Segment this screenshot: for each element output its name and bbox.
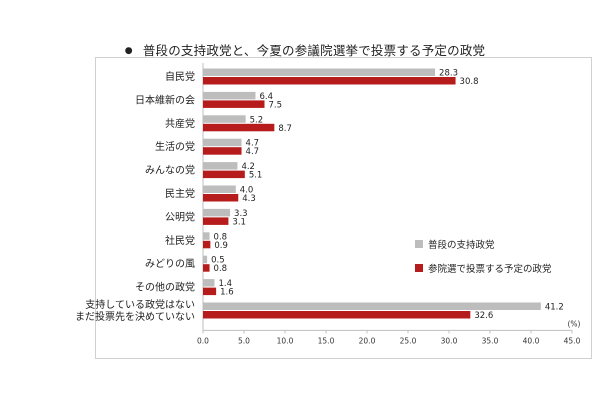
- bar-series2: [203, 311, 471, 319]
- x-unit-label: (%): [568, 319, 581, 328]
- data-label-series1: 4.7: [246, 139, 260, 149]
- category-label: みんなの党: [145, 164, 195, 177]
- data-label-series2: 4.3: [242, 194, 256, 204]
- data-label-series1: 4.0: [240, 186, 254, 196]
- bar-series1: [203, 138, 242, 147]
- category-label: 民主党: [165, 187, 195, 200]
- bar-series1: [203, 302, 541, 310]
- bar-series1: [203, 232, 210, 240]
- data-label-series1: 0.8: [214, 232, 228, 242]
- x-tick-label: 25.0: [400, 336, 417, 345]
- category-label: 公明党: [165, 210, 195, 223]
- plot-frame: [95, 57, 592, 359]
- data-label-series2: 4.7: [246, 147, 260, 157]
- data-label-series2: 0.9: [214, 241, 228, 251]
- data-label-series2: 5.1: [249, 171, 263, 181]
- data-label-series1: 5.2: [250, 115, 264, 125]
- data-label-series2: 3.1: [232, 217, 246, 227]
- legend-swatch-series2: [415, 264, 423, 272]
- x-tick-label: 15.0: [318, 336, 335, 345]
- category-label: その他の政党: [135, 281, 195, 294]
- title-bullet: ●: [124, 46, 133, 56]
- legend-swatch-series1: [415, 240, 423, 248]
- bar-series2: [203, 123, 275, 132]
- category-label: 生活の党: [155, 140, 195, 153]
- bar-series2: [203, 287, 217, 296]
- bar-series2: [203, 217, 229, 225]
- x-tick-label: 40.0: [523, 336, 540, 345]
- bar-series2: [203, 194, 239, 202]
- bar-series2: [203, 100, 265, 108]
- data-label-series2: 7.5: [269, 100, 283, 110]
- bar-series1: [203, 115, 246, 123]
- bar-series1: [203, 208, 231, 217]
- bar-series1: [203, 185, 236, 193]
- data-label-series2: 8.7: [278, 124, 292, 134]
- x-tick-label: 10.0: [277, 336, 294, 345]
- bar-series1: [203, 162, 238, 170]
- x-tick-label: 20.0: [359, 336, 376, 345]
- legend-label-series1: 普段の支持政党: [428, 239, 495, 251]
- bar-series2: [203, 170, 245, 179]
- bar-series2: [203, 264, 210, 272]
- data-label-series1: 28.3: [439, 69, 458, 79]
- legend-label-series2: 参院選で投票する予定の政党: [428, 263, 552, 275]
- x-tick-label: 35.0: [482, 336, 499, 345]
- bar-series2: [203, 77, 456, 85]
- bar-series1: [203, 68, 436, 76]
- data-label-series1: 4.2: [241, 162, 255, 172]
- x-tick-label: 45.0: [564, 336, 581, 345]
- category-label: 共産党: [165, 117, 195, 130]
- x-tick-label: 0.0: [197, 336, 209, 345]
- bar-series2: [203, 147, 242, 155]
- title-text: 普段の支持政党と、今夏の参議院選挙で投票する予定の政党: [142, 43, 486, 58]
- data-label-series2: 1.6: [220, 288, 234, 298]
- bar-series1: [203, 279, 215, 287]
- data-label-series1: 0.5: [211, 256, 225, 266]
- category-label: 日本維新の会: [135, 93, 195, 106]
- x-tick-label: 5.0: [238, 336, 250, 345]
- bar-series2: [203, 240, 211, 249]
- category-label: 自民党: [165, 70, 195, 83]
- data-label-series1: 6.4: [259, 92, 273, 102]
- bar-series1: [203, 91, 256, 100]
- category-label: 社民党: [165, 234, 195, 247]
- data-label-series2: 32.6: [474, 311, 493, 321]
- bar-series1: [203, 255, 208, 264]
- data-label-series1: 1.4: [218, 279, 232, 289]
- x-tick-label: 30.0: [441, 336, 458, 345]
- data-label-series1: 41.2: [545, 303, 564, 313]
- category-label: 支持している政党はない: [85, 298, 195, 311]
- data-label-series1: 3.3: [234, 209, 248, 219]
- data-label-series2: 30.8: [460, 77, 479, 87]
- chart-title: ● 普段の支持政党と、今夏の参議院選挙で投票する予定の政党: [0, 40, 610, 59]
- category-label: みどりの風: [145, 258, 195, 270]
- category-label: まだ投票先を決めていない: [75, 310, 195, 323]
- data-label-series2: 0.8: [214, 264, 228, 274]
